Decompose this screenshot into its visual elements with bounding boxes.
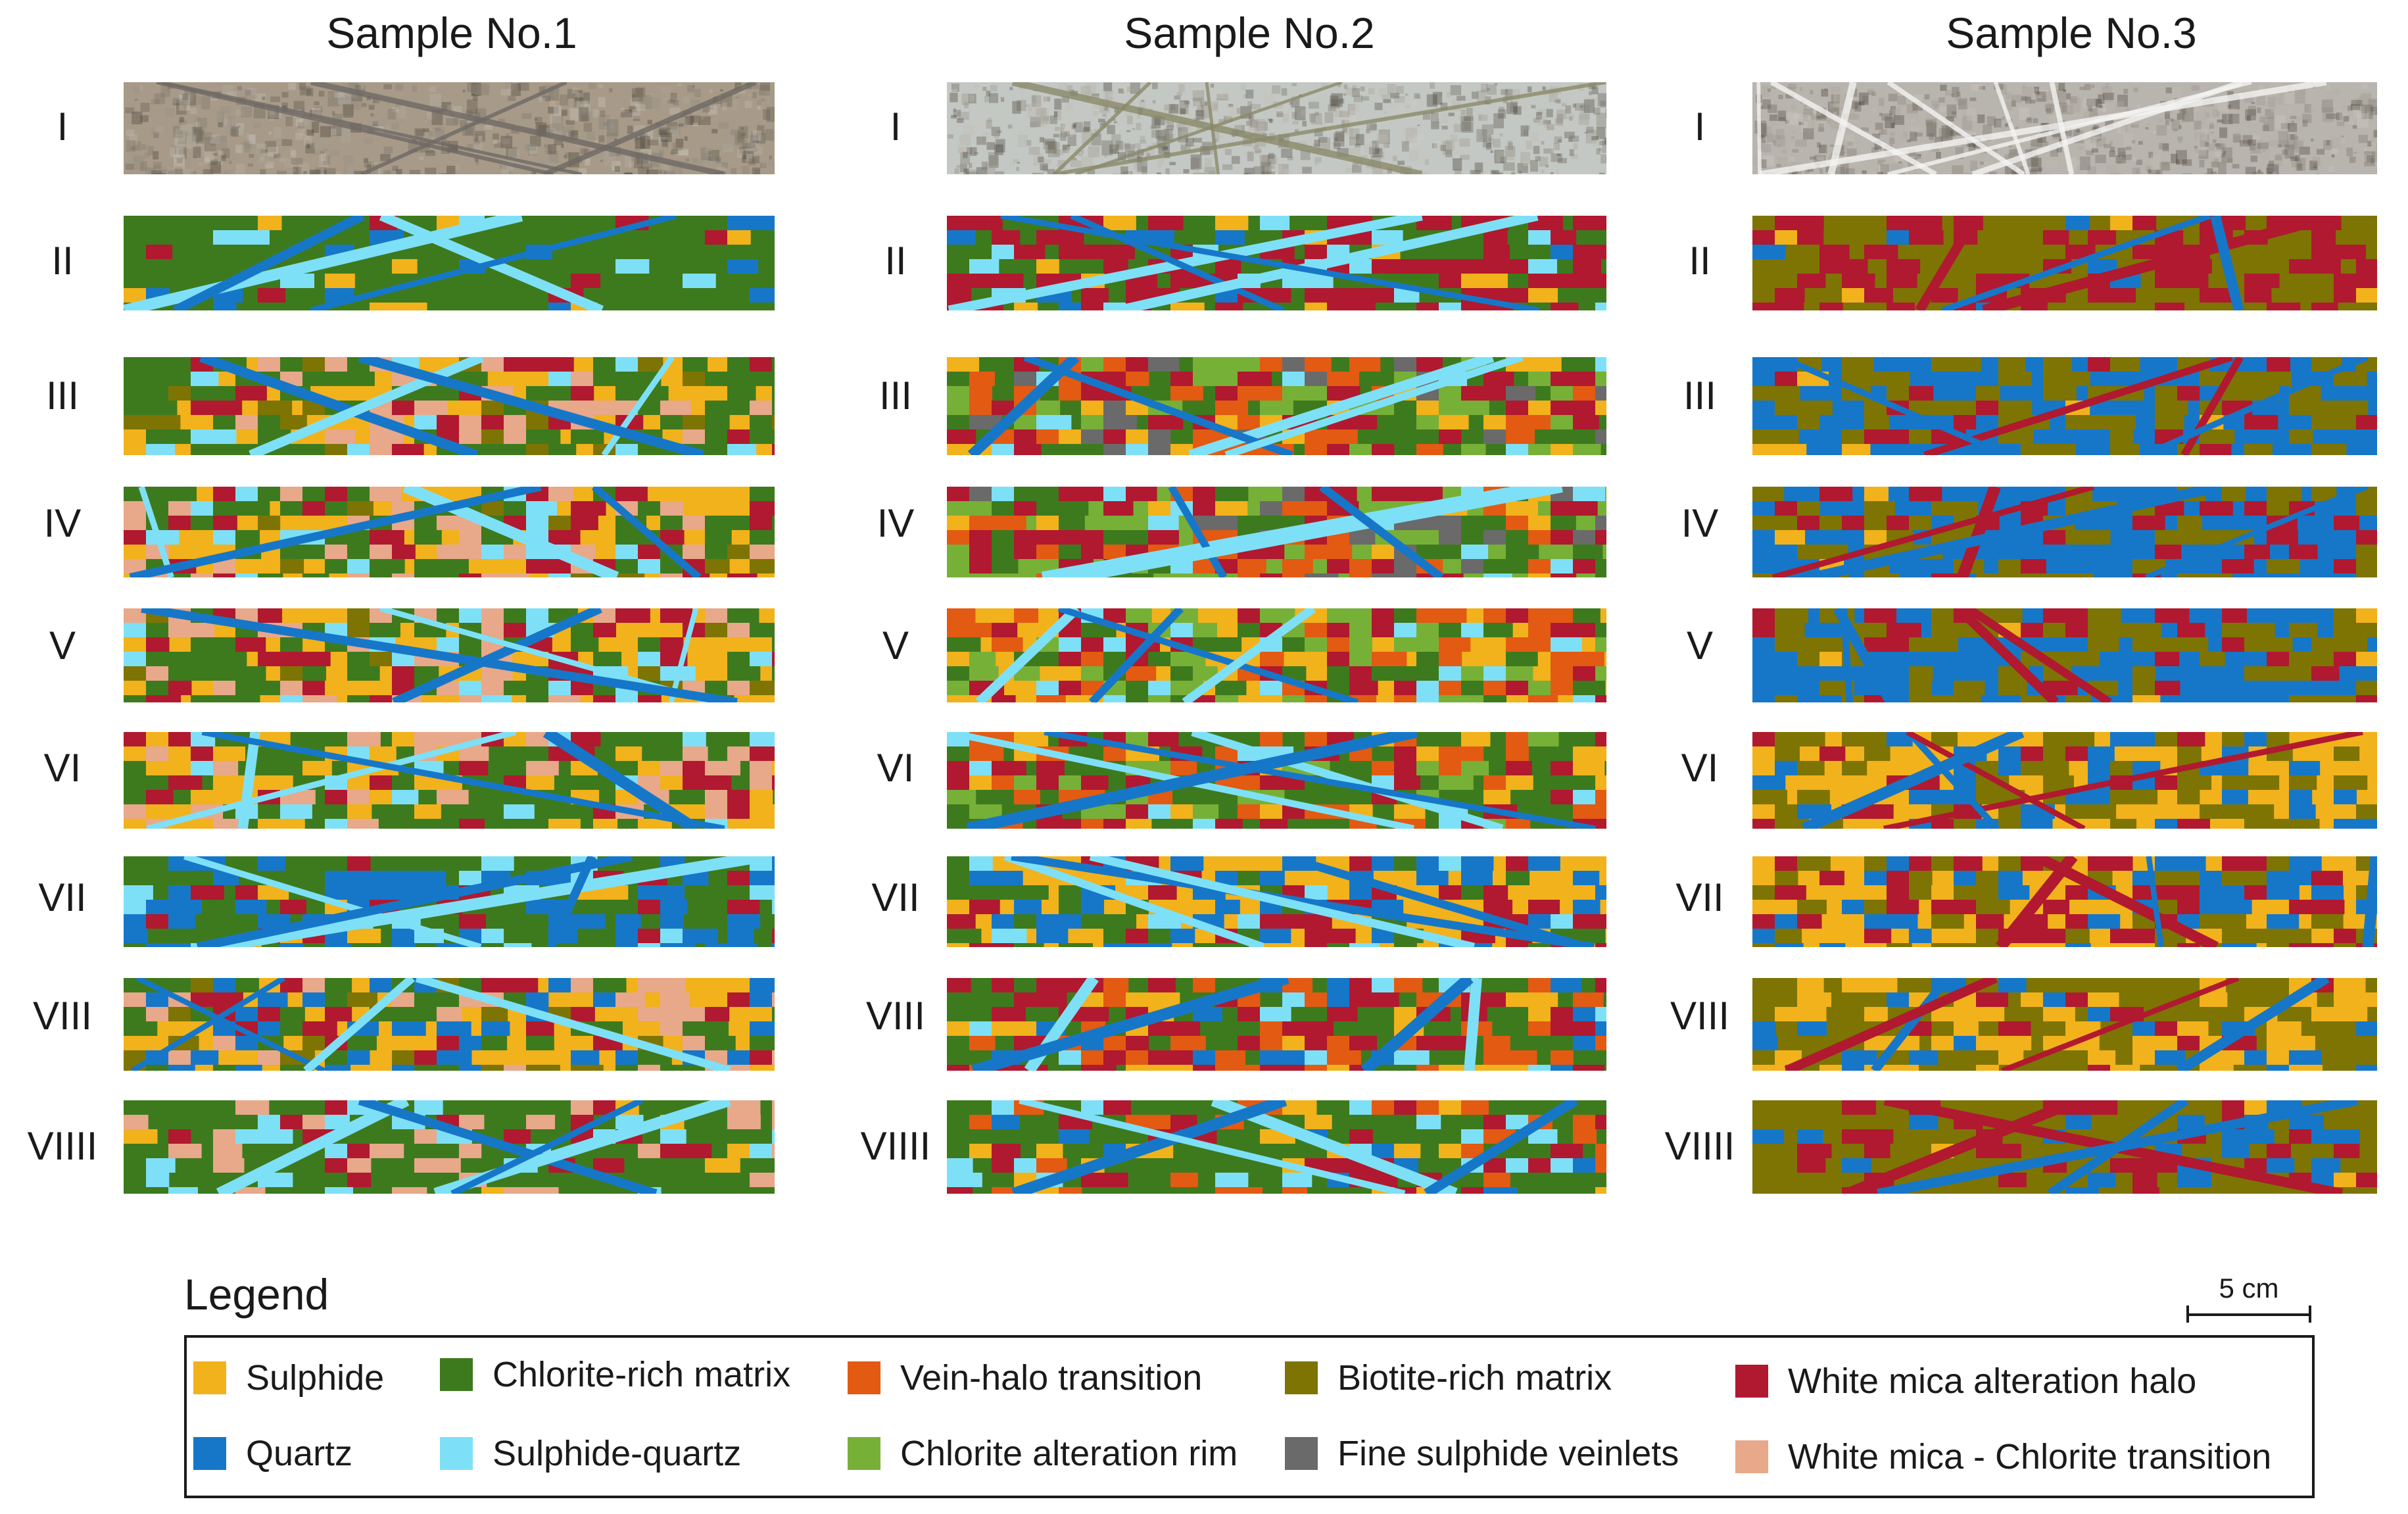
panel-sample-1-row-7 bbox=[124, 856, 775, 947]
panel-sample-2-row-8 bbox=[947, 978, 1606, 1071]
row-label-s3-4: IV bbox=[1681, 501, 1719, 545]
legend-label-chlorite-alteration-rim: Chlorite alteration rim bbox=[900, 1434, 1238, 1473]
legend-item-sulphide: Sulphide bbox=[193, 1357, 384, 1398]
panel-sample-3-row-1 bbox=[1752, 82, 2377, 174]
row-label-s1-9: VIIII bbox=[27, 1124, 98, 1168]
scale-bar-label: 5 cm bbox=[2219, 1273, 2279, 1304]
row-label-s2-3: III bbox=[879, 374, 912, 418]
legend-item-sulphide-quartz: Sulphide-quartz bbox=[440, 1433, 741, 1474]
legend-item-chlorite-rich-matrix: Chlorite-rich matrix bbox=[440, 1354, 790, 1395]
panel-sample-1-row-4 bbox=[124, 487, 775, 577]
scale-bar-line bbox=[2186, 1313, 2311, 1316]
panel-sample-1-row-1 bbox=[124, 82, 775, 174]
legend-label-white-mica-alteration-halo: White mica alteration halo bbox=[1788, 1361, 2197, 1401]
row-label-s3-9: VIIII bbox=[1664, 1124, 1735, 1168]
legend-swatch-sulphide bbox=[193, 1361, 226, 1394]
legend-swatch-vein-halo-transition bbox=[848, 1361, 880, 1394]
row-label-s2-5: V bbox=[882, 623, 909, 668]
sample-1-title: Sample No.1 bbox=[326, 9, 577, 57]
panel-sample-3-row-3 bbox=[1752, 357, 2377, 455]
row-label-s3-5: V bbox=[1686, 623, 1714, 668]
legend-item-white-mica-alteration-halo: White mica alteration halo bbox=[1735, 1361, 2196, 1402]
row-label-s1-2: II bbox=[51, 239, 74, 283]
row-label-s1-8: VIII bbox=[32, 994, 93, 1038]
row-label-s2-8: VIII bbox=[865, 994, 926, 1038]
row-label-s3-1: I bbox=[1694, 105, 1706, 149]
row-label-s3-6: VI bbox=[1681, 746, 1719, 790]
legend-swatch-white-mica-alteration-halo bbox=[1735, 1365, 1768, 1398]
row-label-s2-6: VI bbox=[877, 746, 915, 790]
panel-sample-2-row-5 bbox=[947, 608, 1606, 702]
panel-sample-3-row-6 bbox=[1752, 732, 2377, 829]
row-label-s2-9: VIIII bbox=[860, 1124, 931, 1168]
legend-label-chlorite-rich-matrix: Chlorite-rich matrix bbox=[493, 1355, 791, 1394]
panel-sample-2-row-9 bbox=[947, 1100, 1606, 1194]
legend-label-biotite-rich-matrix: Biotite-rich matrix bbox=[1337, 1358, 1612, 1398]
legend-swatch-chlorite-rich-matrix bbox=[440, 1358, 473, 1391]
panel-sample-1-row-2 bbox=[124, 216, 775, 310]
row-label-s3-7: VII bbox=[1675, 875, 1724, 919]
panel-sample-3-row-8 bbox=[1752, 978, 2377, 1071]
panel-sample-2-row-4 bbox=[947, 487, 1606, 577]
panel-sample-2-row-3 bbox=[947, 357, 1606, 455]
scale-bar: 5 cm bbox=[2186, 1273, 2311, 1323]
legend-label-vein-halo-transition: Vein-halo transition bbox=[900, 1358, 1203, 1398]
legend-swatch-fine-sulphide-veinlets bbox=[1285, 1437, 1318, 1470]
row-label-s2-2: II bbox=[884, 239, 907, 283]
panel-sample-1-row-8 bbox=[124, 978, 775, 1071]
panel-sample-1-row-9 bbox=[124, 1100, 775, 1194]
row-label-s2-1: I bbox=[890, 105, 902, 149]
panel-sample-3-row-7 bbox=[1752, 856, 2377, 947]
panel-sample-1-row-5 bbox=[124, 608, 775, 702]
legend-label-fine-sulphide-veinlets: Fine sulphide veinlets bbox=[1337, 1434, 1679, 1473]
panel-sample-2-row-1 bbox=[947, 82, 1606, 174]
row-label-s2-7: VII bbox=[871, 875, 920, 919]
scale-bar-tick-left bbox=[2186, 1306, 2189, 1323]
panel-sample-2-row-7 bbox=[947, 856, 1606, 947]
row-label-s1-1: I bbox=[57, 105, 68, 149]
legend-swatch-chlorite-alteration-rim bbox=[848, 1437, 880, 1470]
row-label-s3-3: III bbox=[1683, 374, 1716, 418]
legend-item-white-mica-chlorite-transition: White mica - Chlorite transition bbox=[1735, 1436, 2271, 1477]
row-label-s1-6: VI bbox=[43, 746, 82, 790]
panel-sample-1-row-6 bbox=[124, 732, 775, 829]
row-label-s3-8: VIII bbox=[1670, 994, 1730, 1038]
legend-label-sulphide: Sulphide bbox=[246, 1358, 385, 1398]
sample-2-title: Sample No.2 bbox=[1124, 9, 1375, 57]
row-label-s2-4: IV bbox=[877, 501, 915, 545]
legend-label-white-mica-chlorite-transition: White mica - Chlorite transition bbox=[1788, 1437, 2272, 1477]
legend-item-chlorite-alteration-rim: Chlorite alteration rim bbox=[848, 1433, 1238, 1474]
legend-swatch-biotite-rich-matrix bbox=[1285, 1361, 1318, 1394]
legend-swatch-white-mica-chlorite-transition bbox=[1735, 1440, 1768, 1473]
row-label-s1-4: IV bbox=[43, 501, 82, 545]
panel-sample-3-row-4 bbox=[1752, 487, 2377, 577]
scale-bar-tick-right bbox=[2309, 1306, 2311, 1323]
row-label-s1-7: VII bbox=[38, 875, 87, 919]
panel-sample-3-row-2 bbox=[1752, 216, 2377, 310]
row-label-s1-5: V bbox=[49, 623, 76, 668]
legend-label-sulphide-quartz: Sulphide-quartz bbox=[493, 1434, 742, 1473]
panel-sample-2-row-6 bbox=[947, 732, 1606, 829]
panel-sample-2-row-2 bbox=[947, 216, 1606, 310]
legend-swatch-quartz bbox=[193, 1437, 226, 1470]
legend-item-quartz: Quartz bbox=[193, 1433, 352, 1474]
panel-sample-1-row-3 bbox=[124, 357, 775, 455]
row-label-s3-2: II bbox=[1689, 239, 1711, 283]
panel-sample-3-row-9 bbox=[1752, 1100, 2377, 1194]
row-label-s1-3: III bbox=[45, 374, 79, 418]
legend-item-fine-sulphide-veinlets: Fine sulphide veinlets bbox=[1285, 1433, 1679, 1474]
legend-title: Legend bbox=[184, 1270, 329, 1319]
panel-sample-3-row-5 bbox=[1752, 608, 2377, 702]
legend-box: Sulphide Quartz Chlorite-rich matrix Sul… bbox=[184, 1335, 2315, 1498]
legend-label-quartz: Quartz bbox=[246, 1434, 353, 1473]
sample-3-title: Sample No.3 bbox=[1946, 9, 2197, 57]
legend-swatch-sulphide-quartz bbox=[440, 1437, 473, 1470]
legend-item-biotite-rich-matrix: Biotite-rich matrix bbox=[1285, 1357, 1612, 1398]
legend-item-vein-halo-transition: Vein-halo transition bbox=[848, 1357, 1202, 1398]
